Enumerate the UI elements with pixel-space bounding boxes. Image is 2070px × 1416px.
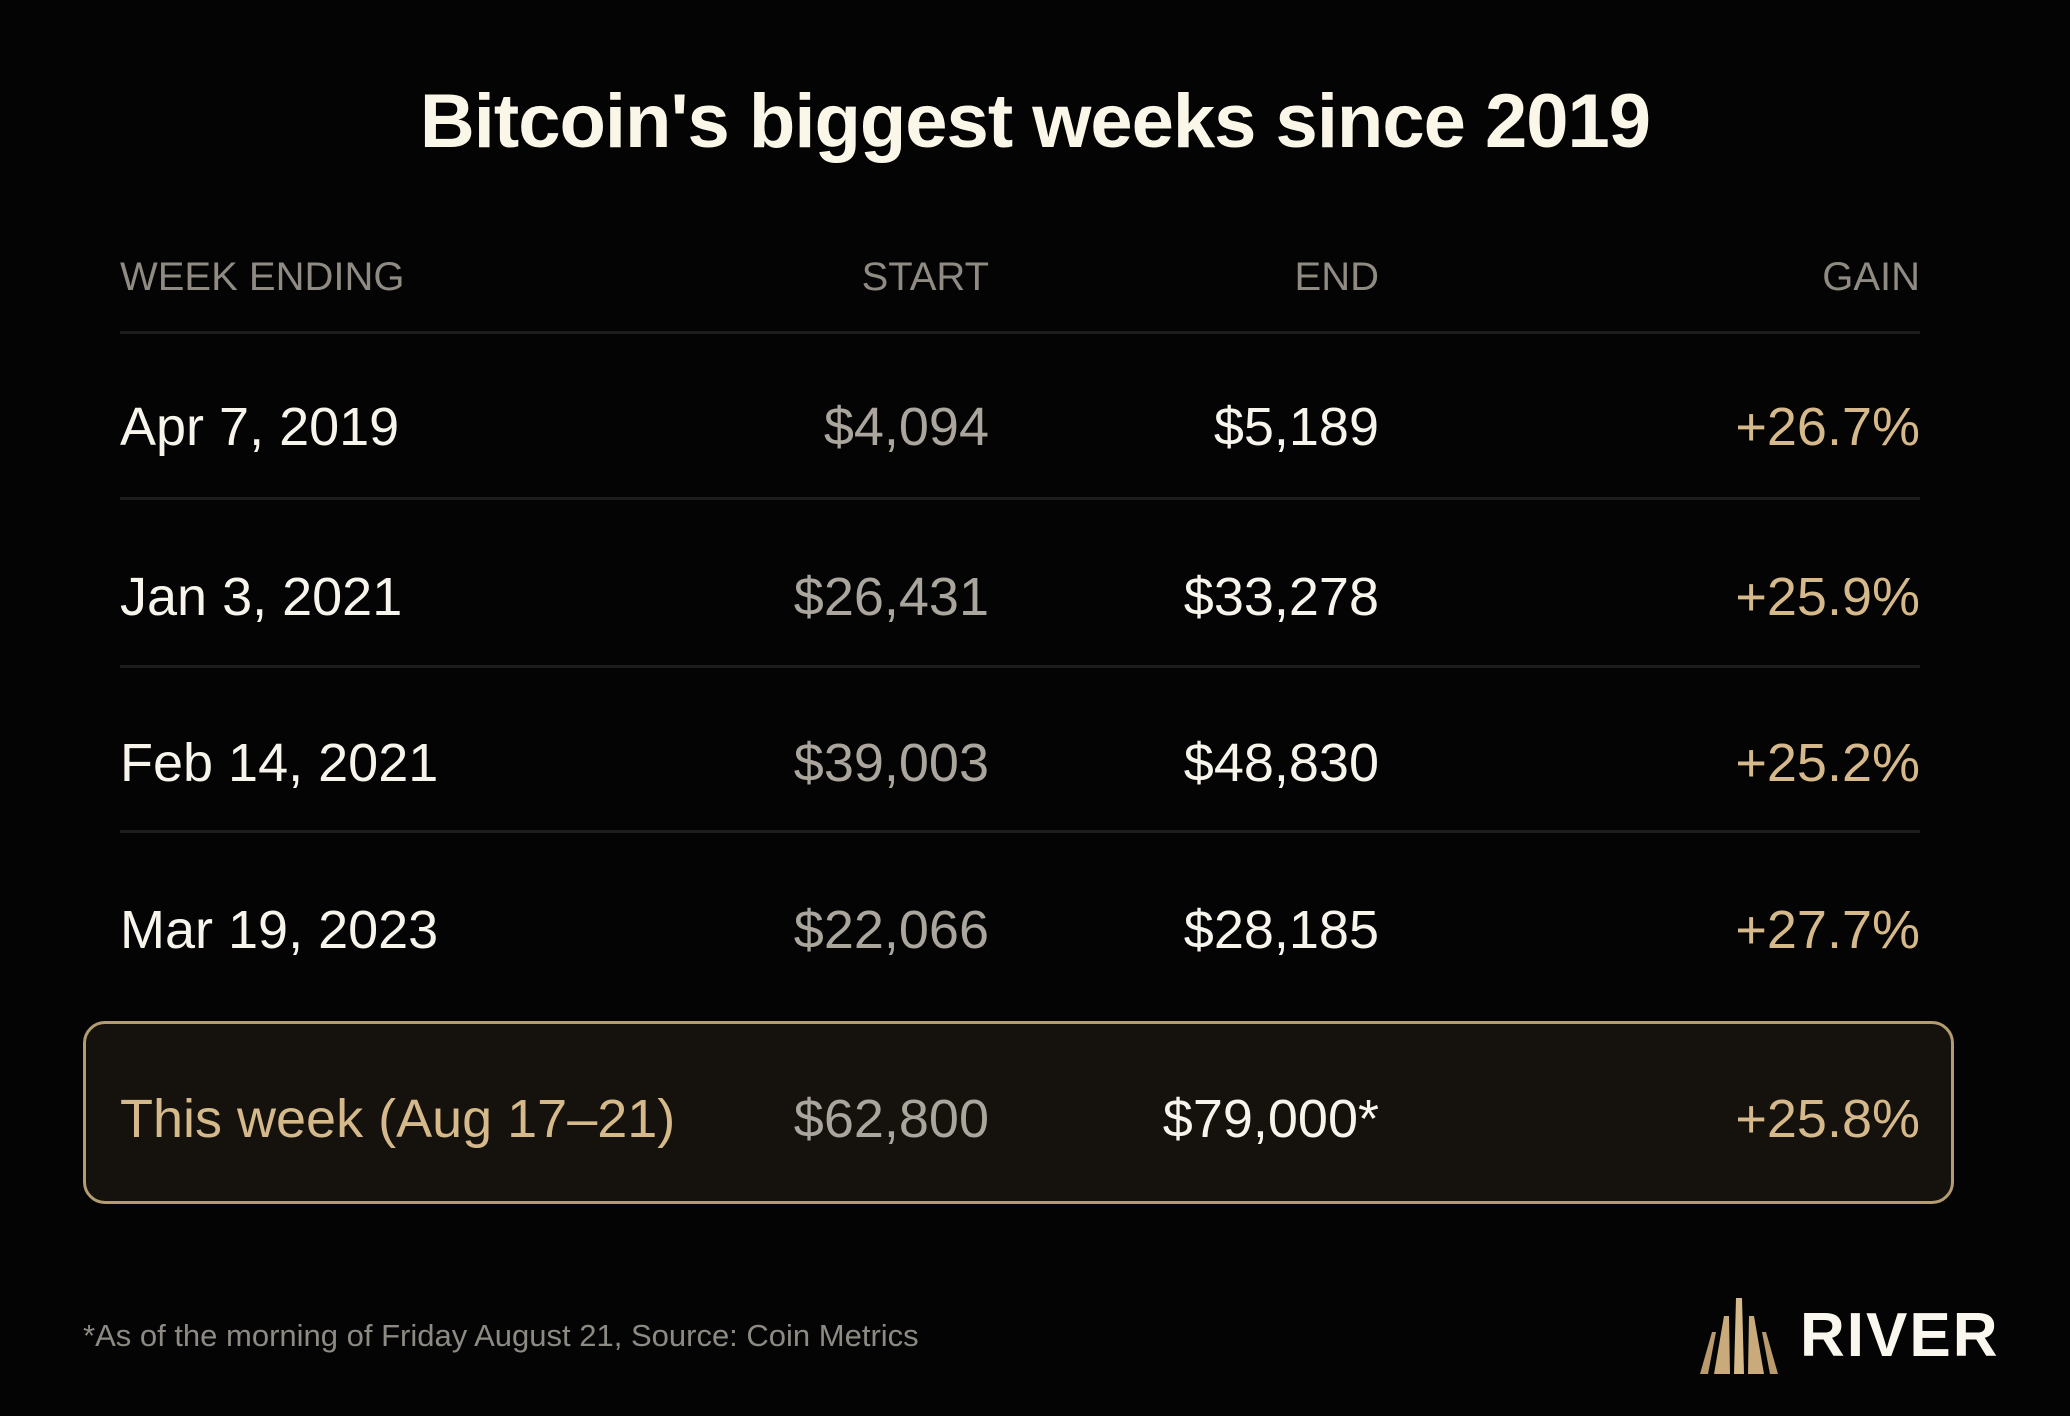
footnote: *As of the morning of Friday August 21, … xyxy=(83,1318,919,1353)
header-divider xyxy=(120,331,1920,334)
header-start: START xyxy=(861,255,989,299)
cell-gain: +25.8% xyxy=(1735,1089,1920,1149)
cell-end: $28,185 xyxy=(1183,900,1379,960)
cell-gain: +25.2% xyxy=(1735,733,1920,793)
cell-start: $4,094 xyxy=(823,397,989,457)
table-row: Feb 14, 2021 $39,003 $48,830 +25.2% xyxy=(120,732,1920,812)
table-row: Jan 3, 2021 $26,431 $33,278 +25.9% xyxy=(120,566,1920,646)
cell-start: $26,431 xyxy=(793,567,989,627)
header-week-ending: WEEK ENDING xyxy=(120,255,405,299)
cell-start: $22,066 xyxy=(793,900,989,960)
cell-end: $33,278 xyxy=(1183,567,1379,627)
row-divider xyxy=(120,830,1920,833)
header-end: END xyxy=(1294,255,1379,299)
chart-title: Bitcoin's biggest weeks since 2019 xyxy=(419,79,1651,164)
row-divider xyxy=(120,497,1920,500)
row-divider xyxy=(120,665,1920,668)
cell-week: Apr 7, 2019 xyxy=(120,397,400,457)
table-row: Mar 19, 2023 $22,066 $28,185 +27.7% xyxy=(120,899,1920,979)
cell-week: This week (Aug 17–21) xyxy=(120,1089,676,1149)
cell-gain: +27.7% xyxy=(1735,900,1920,960)
cell-end: $79,000* xyxy=(1162,1089,1379,1149)
cell-end: $5,189 xyxy=(1213,397,1379,457)
highlight-row-box xyxy=(83,1021,1954,1204)
brand-logo: RIVER xyxy=(1700,1298,1997,1374)
cell-week: Jan 3, 2021 xyxy=(120,567,403,627)
table-row: Apr 7, 2019 $4,094 $5,189 +26.7% xyxy=(120,396,1920,476)
cell-week: Feb 14, 2021 xyxy=(120,733,439,793)
header-gain: GAIN xyxy=(1822,255,1920,299)
cell-end: $48,830 xyxy=(1183,733,1379,793)
table-header: WEEK ENDING START END GAIN xyxy=(120,255,1920,315)
cell-gain: +25.9% xyxy=(1735,567,1920,627)
river-logo-icon xyxy=(1700,1298,1778,1374)
cell-gain: +26.7% xyxy=(1735,397,1920,457)
table-row-highlighted: This week (Aug 17–21) $62,800 $79,000* +… xyxy=(120,1088,1920,1168)
brand-name: RIVER xyxy=(1800,1301,2000,1370)
cell-start: $39,003 xyxy=(793,733,989,793)
cell-start: $62,800 xyxy=(793,1089,989,1149)
cell-week: Mar 19, 2023 xyxy=(120,900,439,960)
